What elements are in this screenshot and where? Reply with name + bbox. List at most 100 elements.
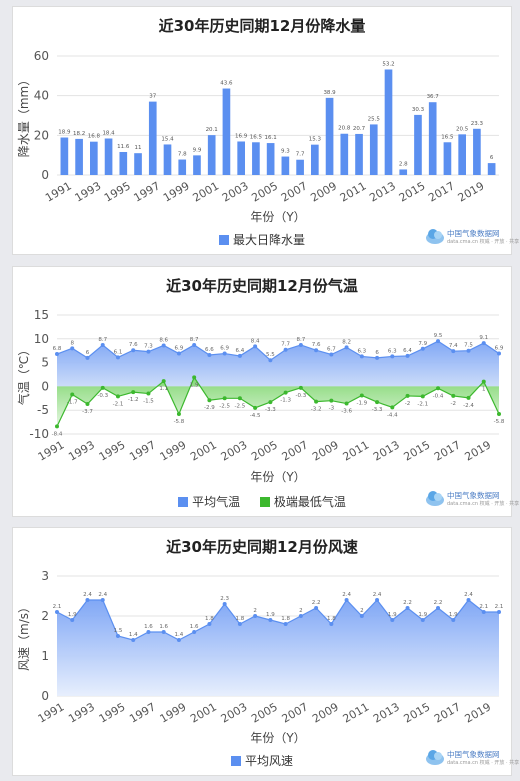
data-label: 6 bbox=[490, 155, 494, 161]
data-point bbox=[161, 343, 166, 348]
x-tick-label: 2001 bbox=[188, 700, 219, 725]
data-point bbox=[283, 390, 288, 395]
x-tick-label: 1991 bbox=[36, 700, 67, 725]
legend-item[interactable]: 最大日降水量 bbox=[218, 231, 305, 248]
x-tick-label: 2007 bbox=[280, 438, 311, 463]
legend-swatch bbox=[230, 756, 241, 766]
data-label: 6.9 bbox=[220, 346, 229, 352]
x-tick-label: 2017 bbox=[432, 438, 463, 463]
data-label: 15.3 bbox=[309, 137, 322, 143]
data-label: 1.8 bbox=[236, 616, 245, 622]
data-label: 1.4 bbox=[129, 632, 138, 638]
data-point bbox=[55, 352, 59, 357]
data-label: 2.1 bbox=[53, 604, 62, 610]
data-point bbox=[344, 345, 349, 350]
data-label: 2.1 bbox=[495, 604, 504, 610]
legend-item[interactable]: 平均气温 bbox=[178, 493, 240, 510]
bar bbox=[222, 88, 231, 175]
bar bbox=[134, 153, 142, 175]
x-tick-label: 2003 bbox=[219, 438, 250, 463]
x-tick-label: 2003 bbox=[219, 700, 250, 725]
data-point bbox=[497, 351, 501, 356]
data-point bbox=[207, 398, 212, 403]
data-label: -0.3 bbox=[295, 393, 306, 399]
x-tick-label: 2005 bbox=[249, 179, 280, 204]
x-tick-label: 2007 bbox=[279, 179, 310, 204]
x-tick-label: 1993 bbox=[66, 438, 97, 463]
y-tick-label: 3 bbox=[41, 569, 49, 583]
bar bbox=[473, 128, 481, 175]
data-point bbox=[420, 618, 425, 622]
data-point bbox=[176, 351, 181, 356]
legend-label: 平均风速 bbox=[244, 754, 293, 768]
data-label: 1 bbox=[482, 387, 486, 393]
x-tick-label: 2013 bbox=[371, 700, 402, 725]
data-label: 2.1 bbox=[479, 604, 488, 610]
data-point bbox=[481, 379, 486, 384]
y-tick-label: 15 bbox=[34, 308, 49, 322]
data-label: -0.3 bbox=[97, 393, 108, 399]
logo-subtext: data.cma.cn 权威 · 开放 · 共享 bbox=[447, 239, 520, 245]
data-point bbox=[344, 598, 349, 602]
data-label: 8.7 bbox=[98, 337, 107, 343]
x-tick-label: 2017 bbox=[426, 179, 457, 204]
data-label: 20.8 bbox=[338, 126, 351, 132]
x-axis-label: 年份（Y） bbox=[250, 210, 305, 224]
data-point bbox=[100, 598, 105, 602]
x-tick-label: 2019 bbox=[456, 179, 487, 204]
data-point bbox=[436, 339, 441, 344]
legend-item[interactable]: 平均风速 bbox=[230, 752, 293, 769]
data-point bbox=[390, 405, 395, 410]
data-point bbox=[192, 630, 197, 634]
data-label: -8.4 bbox=[52, 431, 63, 437]
data-label: 8 bbox=[70, 340, 74, 346]
data-label: -5.8 bbox=[494, 419, 505, 425]
data-label: 23.3 bbox=[471, 121, 484, 127]
data-label: 2.4 bbox=[83, 592, 92, 598]
legend-item[interactable]: 极端最低气温 bbox=[259, 493, 346, 510]
data-label: 1.6 bbox=[159, 624, 168, 630]
data-point bbox=[253, 344, 258, 349]
data-label: -4.5 bbox=[250, 413, 261, 419]
x-tick-label: 2011 bbox=[338, 179, 369, 204]
x-tick-label: 2005 bbox=[249, 700, 280, 725]
data-label: 1.8 bbox=[327, 616, 336, 622]
data-label: 18.4 bbox=[102, 131, 115, 137]
data-point bbox=[146, 391, 151, 396]
x-tick-label: 1997 bbox=[127, 700, 158, 725]
data-point bbox=[131, 348, 136, 353]
x-tick-label: 2013 bbox=[371, 438, 402, 463]
data-label: 53.2 bbox=[382, 61, 394, 67]
data-label: 9.3 bbox=[281, 149, 290, 155]
legend-label: 平均气温 bbox=[192, 495, 241, 509]
x-tick-label: 1995 bbox=[97, 700, 128, 725]
x-tick-label: 1991 bbox=[43, 179, 74, 204]
y-tick-label: 20 bbox=[34, 128, 49, 142]
data-point bbox=[161, 379, 166, 384]
y-tick-label: 2 bbox=[41, 609, 49, 623]
data-label: -2 bbox=[451, 401, 456, 407]
data-label: 1.1 bbox=[159, 386, 168, 392]
bar bbox=[428, 102, 437, 175]
data-label: 43.6 bbox=[220, 81, 233, 87]
cloud-icon bbox=[426, 491, 444, 506]
data-label: 16.1 bbox=[265, 135, 277, 141]
y-tick-label: 5 bbox=[41, 356, 49, 370]
data-label: 2.3 bbox=[220, 596, 229, 602]
x-tick-label: 2017 bbox=[432, 700, 463, 725]
data-point bbox=[359, 354, 364, 359]
data-label: 7.6 bbox=[312, 342, 321, 348]
data-label: -4.4 bbox=[387, 412, 398, 418]
bar bbox=[325, 97, 334, 175]
data-label: 6.9 bbox=[175, 346, 184, 352]
chart-title: 近30年历史同期12月份气温 bbox=[166, 277, 358, 295]
x-tick-label: 2009 bbox=[308, 179, 339, 204]
data-point bbox=[192, 342, 197, 347]
data-point bbox=[420, 394, 425, 399]
data-label: 1.9 bbox=[449, 612, 458, 618]
cloud-icon bbox=[426, 750, 444, 765]
legend-label: 极端最低气温 bbox=[273, 495, 346, 509]
data-point bbox=[497, 610, 501, 614]
data-point bbox=[298, 385, 303, 390]
y-tick-label: 40 bbox=[34, 89, 49, 103]
